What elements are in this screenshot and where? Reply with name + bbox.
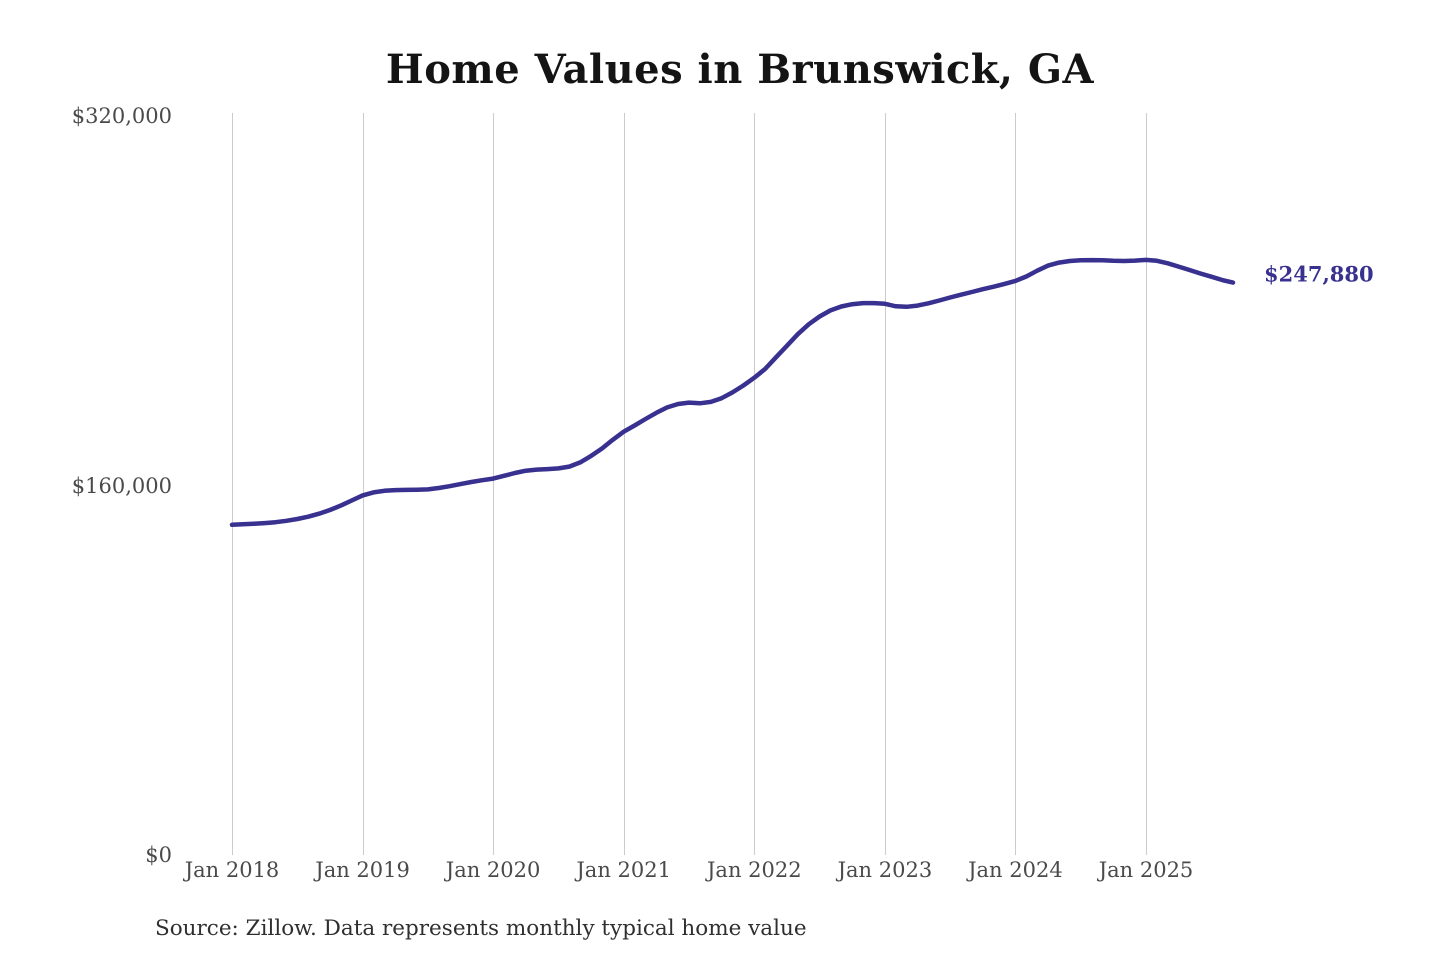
x-tick-label: Jan 2023: [837, 858, 933, 882]
x-gridline: [362, 113, 364, 855]
x-tick-label: Jan 2024: [968, 858, 1063, 882]
x-gridline: [1015, 113, 1017, 855]
x-tick-label: Jan 2020: [445, 858, 541, 882]
x-gridline: [754, 113, 756, 855]
source-note: Source: Zillow. Data represents monthly …: [155, 916, 807, 941]
x-gridline: [1146, 113, 1147, 855]
x-tick-label: Jan 2025: [1098, 858, 1194, 882]
y-tick-label: $320,000: [71, 104, 172, 128]
y-tick-label: $160,000: [71, 473, 172, 498]
x-tick-label: Jan 2022: [707, 858, 802, 882]
x-gridline: [623, 113, 625, 855]
x-tick-label: Jan 2018: [184, 858, 280, 882]
latest-value-label: $247,880: [1264, 261, 1374, 287]
x-tick-label: Jan 2021: [576, 858, 671, 882]
y-tick-label: $0: [145, 843, 172, 867]
x-gridline: [493, 113, 495, 855]
home-value-line: [229, 257, 1236, 528]
x-gridline: [884, 113, 886, 855]
x-gridline: [232, 113, 233, 855]
x-tick-label: Jan 2019: [315, 858, 410, 882]
chart-title: Home Values in Brunswick, GA: [385, 46, 1095, 93]
